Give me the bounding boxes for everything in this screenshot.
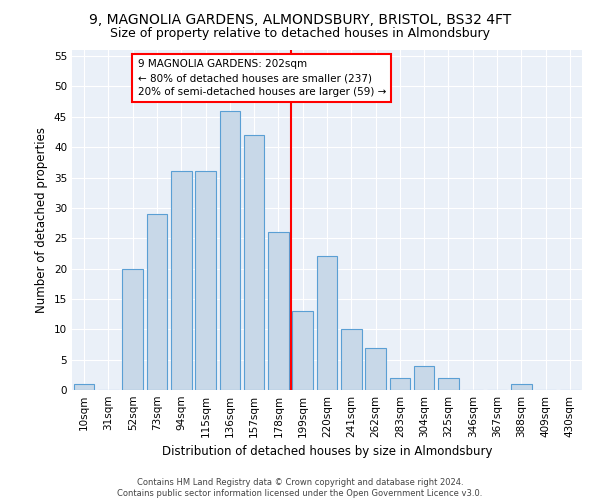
Text: Contains HM Land Registry data © Crown copyright and database right 2024.
Contai: Contains HM Land Registry data © Crown c… — [118, 478, 482, 498]
Bar — [511, 384, 532, 390]
Bar — [146, 214, 167, 390]
X-axis label: Distribution of detached houses by size in Almondsbury: Distribution of detached houses by size … — [162, 446, 492, 458]
Bar — [122, 268, 143, 390]
Bar — [438, 378, 459, 390]
Bar — [292, 311, 313, 390]
Text: 9 MAGNOLIA GARDENS: 202sqm
← 80% of detached houses are smaller (237)
20% of sem: 9 MAGNOLIA GARDENS: 202sqm ← 80% of deta… — [137, 59, 386, 97]
Y-axis label: Number of detached properties: Number of detached properties — [35, 127, 49, 313]
Bar — [171, 172, 191, 390]
Bar — [317, 256, 337, 390]
Bar — [389, 378, 410, 390]
Text: 9, MAGNOLIA GARDENS, ALMONDSBURY, BRISTOL, BS32 4FT: 9, MAGNOLIA GARDENS, ALMONDSBURY, BRISTO… — [89, 12, 511, 26]
Bar — [365, 348, 386, 390]
Bar — [74, 384, 94, 390]
Bar — [244, 135, 265, 390]
Bar — [220, 110, 240, 390]
Bar — [341, 330, 362, 390]
Text: Size of property relative to detached houses in Almondsbury: Size of property relative to detached ho… — [110, 28, 490, 40]
Bar — [268, 232, 289, 390]
Bar — [414, 366, 434, 390]
Bar — [195, 172, 216, 390]
